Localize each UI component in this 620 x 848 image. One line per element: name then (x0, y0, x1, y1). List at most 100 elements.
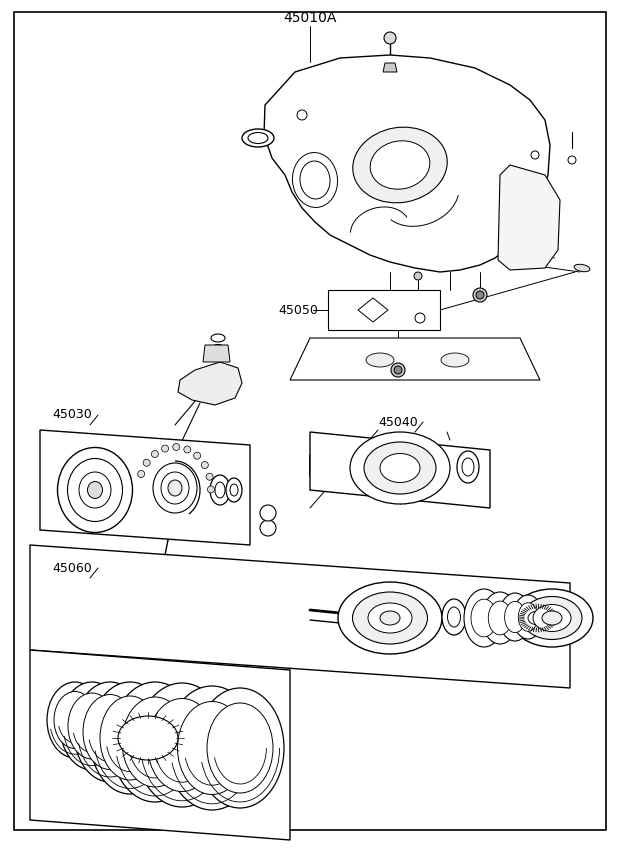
Ellipse shape (353, 127, 447, 203)
Text: 45060: 45060 (52, 561, 92, 574)
Text: 45010A: 45010A (283, 11, 337, 25)
Circle shape (473, 288, 487, 302)
Polygon shape (203, 345, 230, 362)
Circle shape (143, 460, 150, 466)
Ellipse shape (448, 607, 461, 627)
Ellipse shape (136, 683, 228, 807)
Polygon shape (328, 290, 440, 330)
Circle shape (260, 520, 276, 536)
Ellipse shape (68, 459, 123, 522)
Ellipse shape (489, 601, 511, 635)
Ellipse shape (122, 697, 188, 787)
Ellipse shape (230, 484, 238, 496)
Ellipse shape (211, 334, 225, 342)
Polygon shape (30, 545, 570, 688)
Ellipse shape (148, 699, 216, 791)
Circle shape (260, 505, 276, 521)
Ellipse shape (528, 611, 548, 625)
Circle shape (297, 110, 307, 120)
Ellipse shape (338, 582, 442, 654)
Circle shape (391, 363, 405, 377)
Circle shape (151, 450, 158, 458)
Ellipse shape (90, 682, 170, 794)
Ellipse shape (513, 595, 543, 639)
Ellipse shape (68, 693, 116, 759)
Ellipse shape (226, 478, 242, 502)
Text: 45050: 45050 (278, 304, 318, 316)
Circle shape (173, 444, 180, 450)
Ellipse shape (79, 472, 111, 508)
Polygon shape (310, 432, 490, 508)
Ellipse shape (462, 458, 474, 476)
Circle shape (208, 486, 215, 493)
Ellipse shape (168, 480, 182, 496)
Circle shape (394, 366, 402, 374)
Ellipse shape (464, 589, 504, 647)
Polygon shape (30, 650, 290, 840)
Ellipse shape (471, 600, 497, 637)
Ellipse shape (60, 682, 124, 770)
Circle shape (531, 151, 539, 159)
Ellipse shape (380, 611, 400, 625)
Ellipse shape (54, 691, 96, 749)
Ellipse shape (196, 688, 284, 808)
Ellipse shape (511, 589, 593, 647)
Circle shape (162, 445, 169, 452)
Ellipse shape (212, 344, 224, 352)
Polygon shape (498, 165, 560, 270)
Ellipse shape (533, 605, 571, 632)
Ellipse shape (74, 682, 146, 782)
Ellipse shape (370, 141, 430, 189)
Ellipse shape (442, 599, 466, 635)
Polygon shape (40, 430, 250, 545)
Text: 45030: 45030 (52, 409, 92, 421)
Ellipse shape (248, 132, 268, 143)
Ellipse shape (350, 432, 450, 504)
Ellipse shape (293, 153, 337, 208)
Ellipse shape (100, 696, 160, 780)
Circle shape (184, 446, 191, 453)
Ellipse shape (242, 129, 274, 147)
Ellipse shape (518, 603, 538, 631)
Circle shape (138, 471, 144, 477)
Circle shape (414, 272, 422, 280)
Ellipse shape (210, 475, 230, 505)
Polygon shape (264, 55, 550, 272)
Ellipse shape (87, 482, 102, 499)
Ellipse shape (161, 472, 189, 504)
Circle shape (193, 452, 201, 459)
Ellipse shape (58, 448, 133, 533)
Circle shape (202, 461, 208, 469)
Text: 45040: 45040 (378, 416, 418, 428)
Ellipse shape (457, 451, 479, 483)
Ellipse shape (499, 593, 531, 641)
Ellipse shape (111, 682, 199, 802)
Polygon shape (178, 362, 242, 405)
Ellipse shape (300, 161, 330, 199)
Ellipse shape (482, 592, 518, 644)
Circle shape (415, 313, 425, 323)
Circle shape (568, 156, 576, 164)
Ellipse shape (574, 265, 590, 271)
Polygon shape (383, 63, 397, 72)
Circle shape (384, 32, 396, 44)
Circle shape (476, 291, 484, 299)
Ellipse shape (166, 686, 258, 810)
Ellipse shape (542, 611, 562, 625)
Ellipse shape (353, 592, 428, 644)
Polygon shape (290, 338, 540, 380)
Ellipse shape (505, 601, 525, 633)
Ellipse shape (364, 442, 436, 494)
Ellipse shape (215, 482, 225, 498)
Circle shape (206, 473, 213, 480)
Ellipse shape (47, 682, 103, 758)
Ellipse shape (368, 603, 412, 633)
Ellipse shape (522, 596, 582, 639)
Ellipse shape (380, 454, 420, 483)
Ellipse shape (207, 703, 273, 793)
Polygon shape (358, 298, 388, 322)
Ellipse shape (177, 701, 247, 795)
Ellipse shape (441, 353, 469, 367)
Ellipse shape (83, 695, 137, 769)
Ellipse shape (366, 353, 394, 367)
